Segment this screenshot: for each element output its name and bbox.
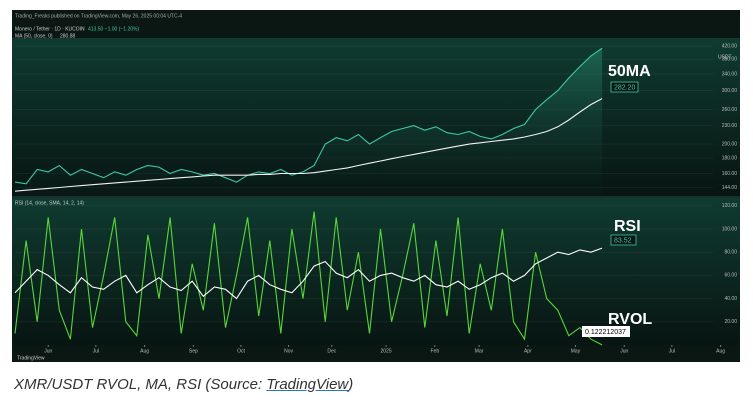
- axis-unit: USDT: [718, 54, 732, 60]
- logo: TradingView: [17, 355, 45, 361]
- x-tick-label: Aug: [716, 348, 725, 354]
- line: [14, 247, 603, 300]
- ma-legend: MA (50, close, 0): [15, 33, 53, 39]
- rsi-title: RSI (14, close, SMA, 14, 2, 14): [15, 200, 84, 206]
- annotation: 282.20: [614, 84, 636, 91]
- annotation: 50MA: [608, 63, 651, 80]
- x-tick-label: Jul: [669, 348, 675, 354]
- x-tick-label: Apr: [524, 348, 532, 354]
- y-tick-label: 230.00: [722, 123, 738, 129]
- y-tick-label: 100.00: [722, 226, 738, 232]
- y-tick-label: 60.00: [724, 273, 737, 279]
- x-tick-label: Sep: [189, 348, 198, 354]
- label-box: [582, 326, 630, 337]
- x-tick-label: May: [571, 348, 581, 354]
- annotation: RSI: [614, 218, 641, 235]
- caption-end: ): [348, 376, 354, 393]
- caption-text: XMR/USDT RVOL, MA, RSI (Source:: [14, 376, 267, 393]
- y-tick-label: 144.00: [722, 185, 738, 191]
- x-tick-label: Feb: [431, 348, 440, 354]
- x-tick-label: Mar: [475, 348, 484, 354]
- y-tick-label: 120.00: [722, 203, 738, 209]
- line: [14, 211, 603, 346]
- y-tick-label: 20.00: [724, 319, 737, 325]
- x-tick-label: Jun: [620, 348, 628, 354]
- x-tick-label: Oct: [237, 348, 245, 354]
- y-tick-label: 380.00: [722, 57, 738, 63]
- x-tick-label: Dec: [327, 348, 336, 354]
- y-tick-label: 80.00: [724, 250, 737, 256]
- ma-legend-value: 280.88: [60, 33, 76, 39]
- annotation: RVOL: [608, 311, 652, 328]
- label-box: [610, 234, 637, 246]
- y-tick-label: 200.00: [722, 141, 738, 147]
- label-box: [610, 81, 639, 93]
- y-tick-label: 160.00: [722, 171, 738, 177]
- x-tick-label: Nov: [284, 348, 293, 354]
- publisher: Trading_Freaks published on TradingView.…: [15, 13, 182, 19]
- x-tick-label: 2025: [381, 348, 392, 354]
- area: [15, 48, 603, 196]
- line: [14, 98, 603, 192]
- y-tick-label: 180.00: [722, 155, 738, 161]
- annotation: 0.122212037: [585, 329, 626, 336]
- line: [14, 47, 603, 185]
- chart: Trading_Freaks published on TradingView.…: [12, 10, 740, 362]
- quote: 413.50 −1.00 (−1.20%): [88, 26, 139, 32]
- x-tick-label: Aug: [140, 348, 149, 354]
- caption-link[interactable]: TradingView: [266, 376, 349, 393]
- symbol-title: Monero / Tether · 1D · KUCOIN: [15, 26, 85, 32]
- y-tick-label: 40.00: [724, 296, 737, 302]
- y-tick-label: 260.00: [722, 107, 738, 113]
- y-tick-label: 420.00: [722, 43, 738, 49]
- caption: XMR/USDT RVOL, MA, RSI (Source: TradingV…: [14, 376, 353, 393]
- x-tick-label: Jul: [93, 348, 99, 354]
- y-tick-label: 300.00: [722, 88, 738, 94]
- y-tick-label: 340.00: [722, 71, 738, 77]
- x-tick-label: Jun: [44, 348, 52, 354]
- annotation: 83.52: [614, 237, 632, 244]
